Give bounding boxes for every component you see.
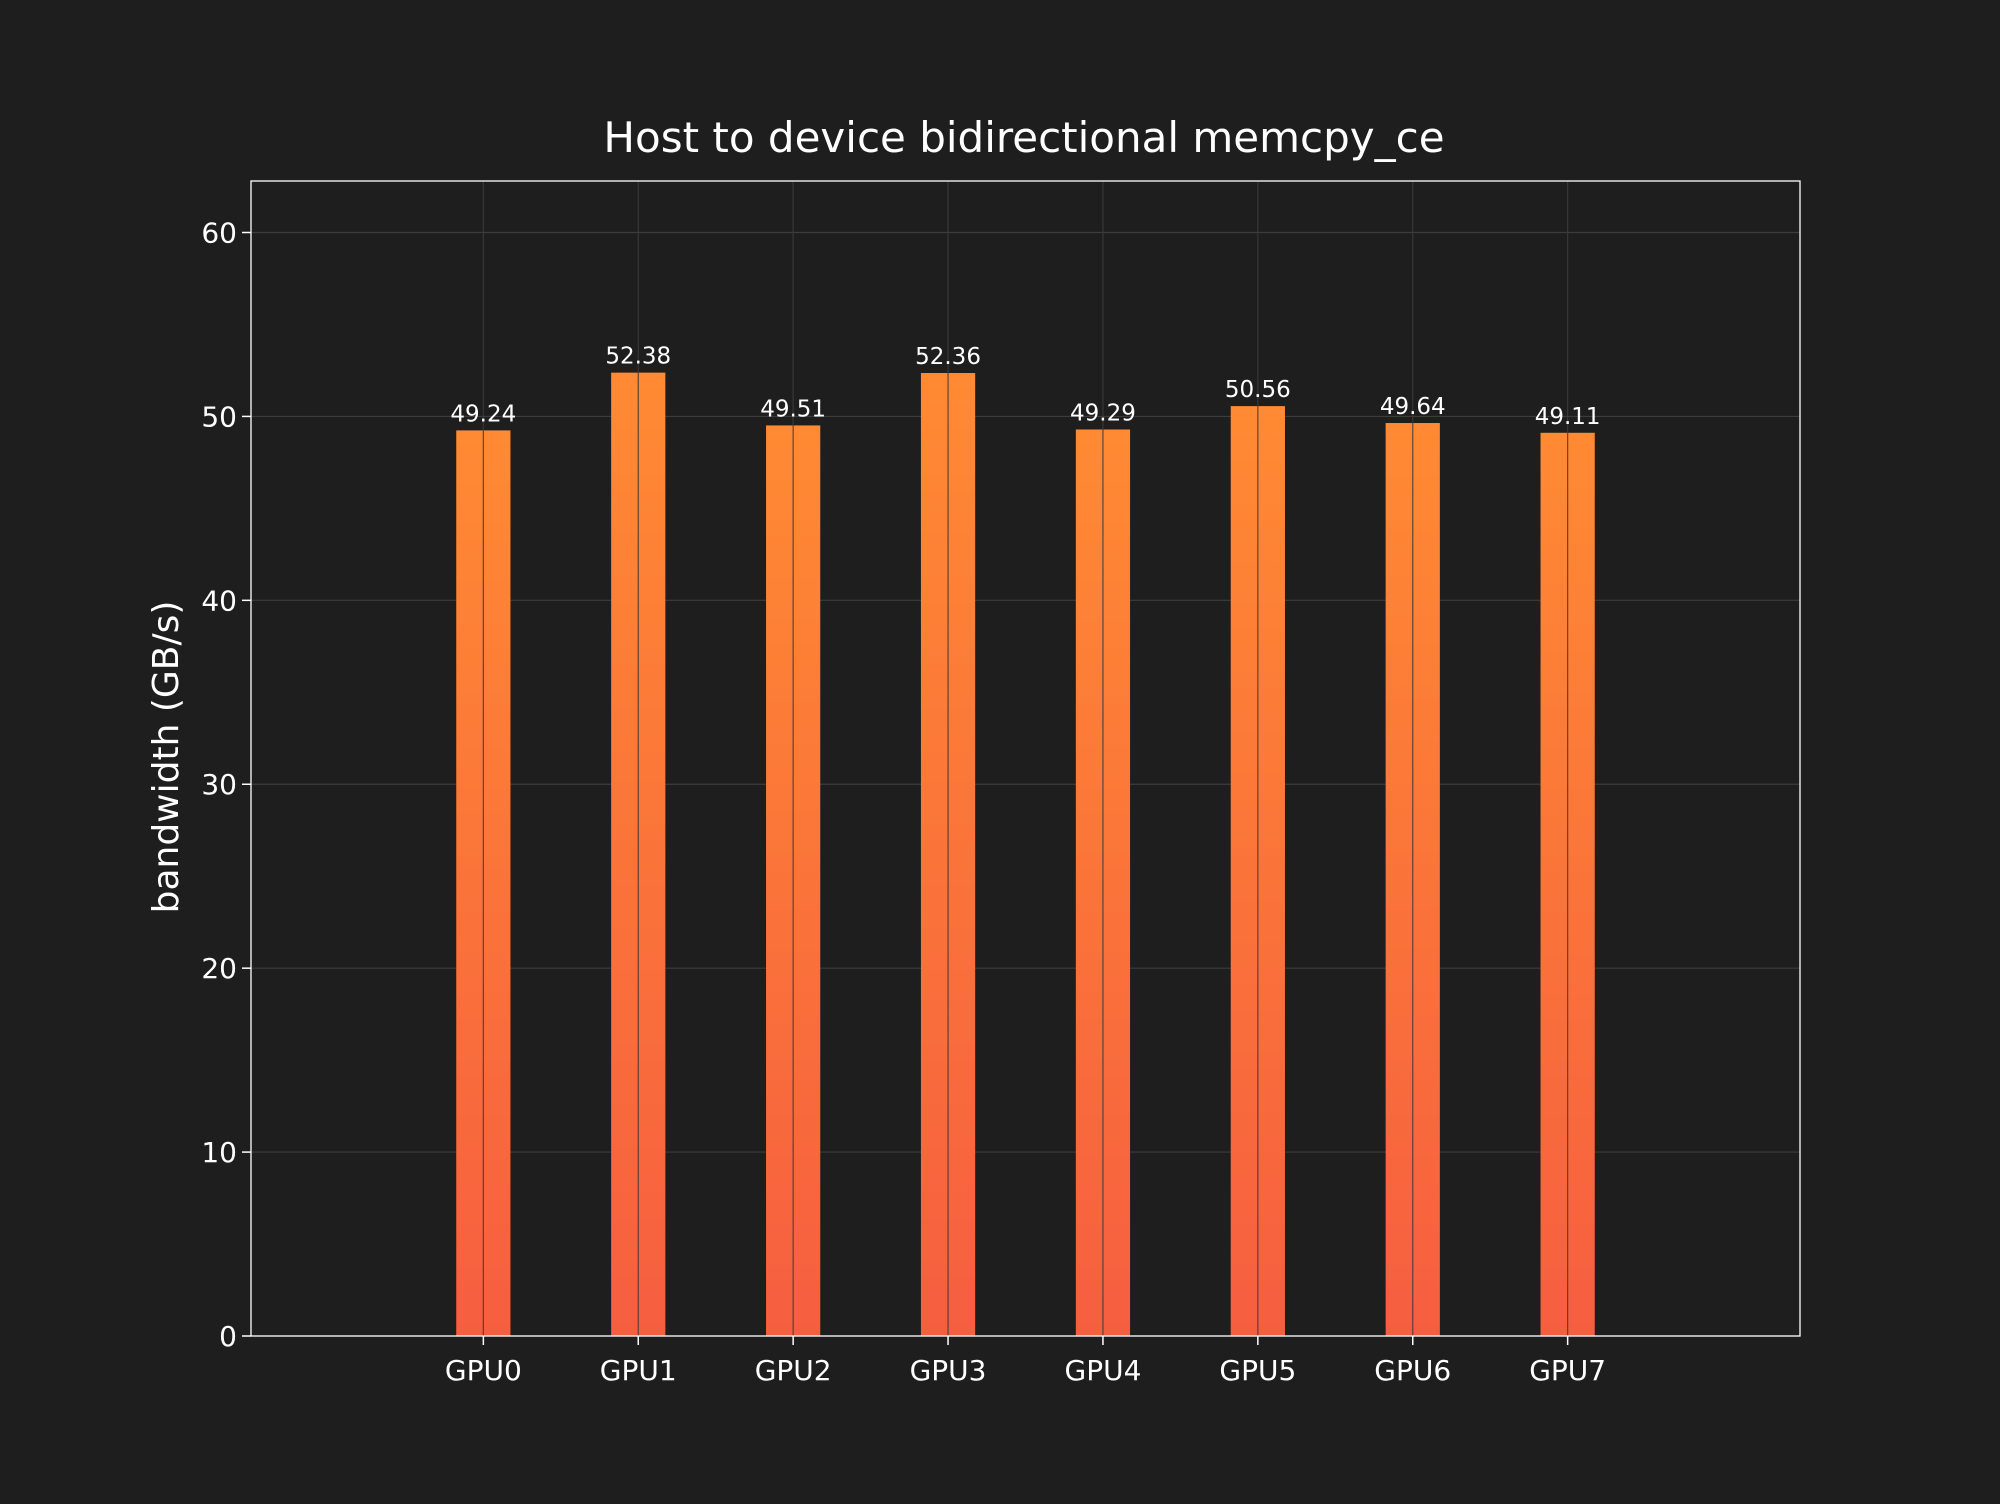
x-tick-label: GPU5 xyxy=(1219,1354,1296,1387)
y-tick-label: 10 xyxy=(201,1136,237,1169)
data-label: 52.38 xyxy=(605,344,671,370)
data-label: 49.64 xyxy=(1380,394,1446,420)
x-tick-label: GPU0 xyxy=(445,1354,522,1387)
data-label: 49.51 xyxy=(760,396,826,422)
y-tick-label: 60 xyxy=(201,216,237,249)
x-tick-label: GPU6 xyxy=(1374,1354,1451,1387)
x-tick-label: GPU3 xyxy=(910,1354,987,1387)
data-label: 50.56 xyxy=(1225,377,1291,403)
y-tick-label: 40 xyxy=(201,584,237,617)
data-label: 49.29 xyxy=(1070,400,1136,426)
x-tick-label: GPU1 xyxy=(600,1354,677,1387)
y-tick-label: 50 xyxy=(201,400,237,433)
data-label: 52.36 xyxy=(915,344,981,370)
x-tick-label: GPU4 xyxy=(1065,1354,1142,1387)
axes xyxy=(242,180,1801,1345)
chart-title: Host to device bidirectional memcpy_ce xyxy=(603,113,1444,162)
data-label: 49.11 xyxy=(1535,404,1601,430)
labels: 0 10 20 30 40 50 60 49.24 52.38 49.51 52.36 49.29 50… xyxy=(201,216,1606,1387)
plot-frame xyxy=(250,180,1801,1337)
vertical-grid xyxy=(482,181,1569,1336)
x-tick-label: GPU7 xyxy=(1529,1354,1606,1387)
y-tick-label: 0 xyxy=(219,1320,237,1353)
y-tick-label: 20 xyxy=(201,952,237,985)
y-axis-label: bandwidth (GB/s) xyxy=(146,601,187,914)
y-tick-label: 30 xyxy=(201,768,237,801)
data-label: 49.24 xyxy=(450,401,516,427)
x-tick-label: GPU2 xyxy=(755,1354,832,1387)
bars xyxy=(456,372,1595,1337)
